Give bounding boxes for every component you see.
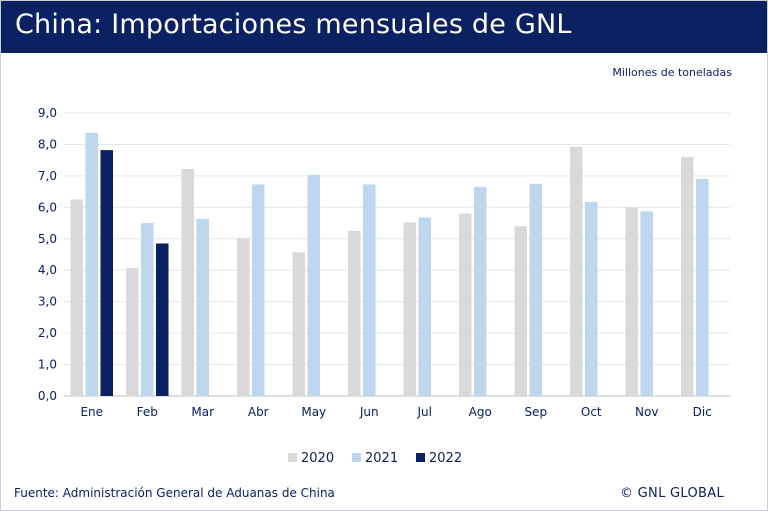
bar-2021-dic [696,179,709,396]
bar-2020-may [292,252,305,396]
legend-label-2020: 2020 [301,451,334,466]
bar-2020-ago [459,213,472,396]
bar-2022-feb [156,243,169,396]
bar-2020-jun [348,230,361,396]
bar-2021-jun [363,184,376,396]
unit-label: Millones de toneladas [612,66,732,79]
bar-2021-nov [640,211,653,396]
bar-2021-feb [141,223,154,396]
x-tick-label: Ago [469,405,492,419]
legend-swatch-2022 [416,453,425,462]
bar-2020-ene [70,199,83,396]
bar-2021-may [307,174,320,396]
y-tick-label: 0,0 [38,389,57,403]
x-tick-label: Sep [524,405,547,419]
bar-2021-mar [196,218,209,396]
bar-2021-ago [474,186,487,396]
y-tick-label: 7,0 [38,169,57,183]
x-tick-label: Jul [417,405,432,419]
bar-2020-oct [570,146,583,396]
legend-label-2021: 2021 [365,451,398,466]
bar-2022-ene [100,150,113,396]
y-tick-label: 1,0 [38,358,57,372]
x-tick-label: Ene [80,405,103,419]
x-tick-label: Feb [137,405,158,419]
y-tick-label: 2,0 [38,326,57,340]
x-tick-label: Abr [248,405,269,419]
copyright-note: © GNL GLOBAL [619,486,724,501]
x-tick-label: Nov [635,405,658,419]
bar-2021-oct [585,201,598,396]
bar-2021-jul [418,217,431,396]
bar-2020-mar [181,168,194,396]
bar-2021-abr [252,184,265,396]
y-tick-label: 9,0 [38,106,57,120]
x-tick-label: May [301,405,326,419]
source-note: Fuente: Administración General de Aduana… [14,486,335,500]
bar-2020-dic [681,157,694,396]
bar-2021-ene [85,132,98,396]
x-tick-label: Oct [581,405,602,419]
x-tick-label: Mar [191,405,214,419]
chart-title: China: Importaciones mensuales de GNL [15,9,572,40]
y-tick-label: 4,0 [38,263,57,277]
y-tick-label: 8,0 [38,137,57,151]
bar-2021-sep [529,183,542,396]
y-tick-label: 6,0 [38,200,57,214]
y-tick-label: 5,0 [38,232,57,246]
legend-label-2022: 2022 [429,451,462,466]
bar-2020-abr [237,238,250,396]
legend-swatch-2021 [352,453,361,462]
x-tick-label: Jun [359,405,379,419]
chart-header: China: Importaciones mensuales de GNL [1,1,767,53]
bar-2020-feb [126,268,139,396]
bar-2020-sep [514,226,527,396]
x-tick-label: Dic [693,405,712,419]
bar-2020-jul [403,222,416,396]
legend-swatch-2020 [288,453,297,462]
y-tick-label: 3,0 [38,295,57,309]
bar-2020-nov [625,207,638,396]
